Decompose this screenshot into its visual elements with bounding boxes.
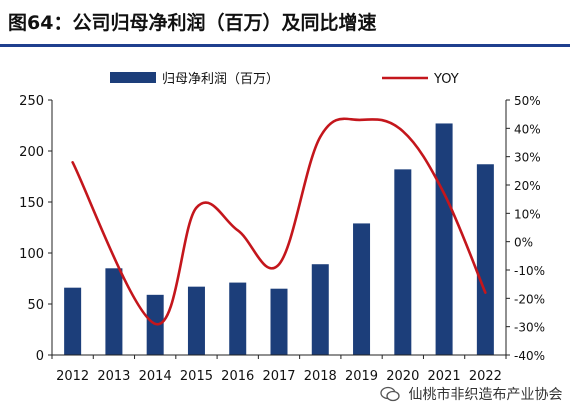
legend-line-label: YOY: [433, 72, 459, 87]
yoy-line: [71, 117, 487, 326]
x-tick-label-2016: 2016: [221, 369, 254, 384]
right-tick-label-40%: 40%: [514, 122, 541, 136]
x-tick-label-2021: 2021: [428, 369, 461, 384]
bar-2017: [270, 288, 288, 355]
x-tick-label-2022: 2022: [469, 369, 502, 384]
right-tick-label-10%: 10%: [514, 207, 541, 221]
wechat-icon: [380, 386, 400, 402]
bar-2019: [353, 223, 371, 355]
left-tick-label-0: 0: [36, 349, 44, 364]
title-underline: [0, 44, 570, 47]
bar-2015: [187, 286, 205, 355]
figure-title: 图64：公司归母净利润（百万）及同比增速: [8, 12, 377, 34]
right-tick-label--40%: -40%: [514, 349, 545, 363]
bar-2018: [311, 264, 329, 355]
x-tick-label-2020: 2020: [386, 369, 419, 384]
x-tick-label-2013: 2013: [97, 369, 130, 384]
figure-header: 图64：公司归母净利润（百万）及同比增速: [0, 0, 570, 47]
bar-2022: [476, 164, 494, 355]
x-tick-label-2017: 2017: [262, 369, 295, 384]
right-tick-label--30%: -30%: [514, 321, 545, 335]
right-tick-label-30%: 30%: [514, 151, 541, 165]
right-tick-label-20%: 20%: [514, 179, 541, 193]
right-tick-label-50%: 50%: [514, 94, 541, 108]
watermark-text: 仙桃市非织造布产业协会: [408, 387, 563, 403]
right-tick-label-0%: 0%: [514, 236, 533, 250]
watermark: 仙桃市非织造布产业协会: [380, 384, 565, 414]
bar-2013: [105, 268, 123, 355]
x-tick-label-2014: 2014: [139, 369, 172, 384]
legend-bar-swatch: [110, 72, 156, 83]
bar-2016: [229, 282, 247, 355]
x-tick-label-2019: 2019: [345, 369, 378, 384]
x-tick-label-2018: 2018: [304, 369, 337, 384]
bar-2021: [435, 123, 453, 356]
x-tick-label-2015: 2015: [180, 369, 213, 384]
legend-bar-label: 归母净利润（百万）: [162, 72, 279, 87]
left-tick-label-250: 250: [19, 94, 44, 109]
left-tick-label-150: 150: [19, 196, 44, 211]
right-tick-label--10%: -10%: [514, 264, 545, 278]
bar-2012: [64, 287, 82, 355]
left-tick-label-50: 50: [27, 298, 44, 313]
left-tick-label-100: 100: [19, 247, 44, 262]
left-tick-label-200: 200: [19, 145, 44, 160]
right-tick-label--20%: -20%: [514, 292, 545, 306]
bar-2020: [394, 169, 412, 355]
x-tick-label-2012: 2012: [56, 369, 89, 384]
